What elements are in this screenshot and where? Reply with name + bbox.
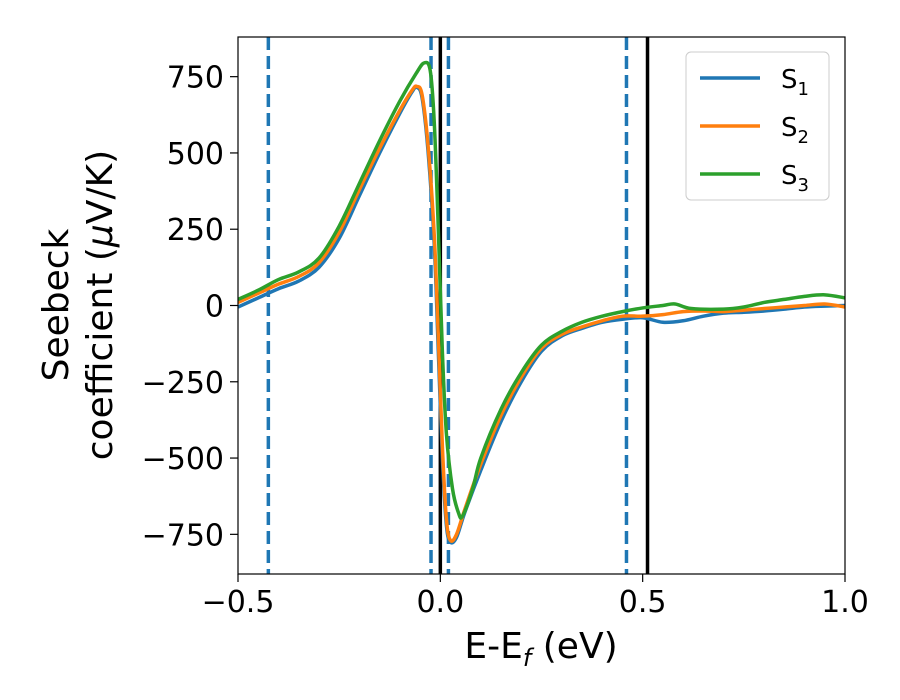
x-axis-label: E-Ef (eV) bbox=[464, 626, 617, 672]
y-tick-label: −500 bbox=[142, 442, 224, 477]
y-tick-label: −250 bbox=[142, 366, 224, 401]
legend-label-s1: S1 bbox=[781, 65, 809, 100]
x-tick-label: 0.5 bbox=[619, 585, 667, 620]
y-axis-label-line2: coefficient (μV/K) bbox=[80, 150, 121, 460]
legend-label-s2: S2 bbox=[781, 113, 809, 148]
x-axis-ticks: −0.5 0.0 0.5 1.0 bbox=[202, 574, 869, 620]
y-axis-ticks: −750 −500 −250 0 250 500 750 bbox=[142, 61, 238, 553]
y-axis-label-line1: Seebeck bbox=[36, 228, 77, 381]
y-tick-label: −750 bbox=[142, 518, 224, 553]
legend-label-s3: S3 bbox=[781, 161, 809, 196]
vertical-reference-lines bbox=[266, 37, 650, 574]
y-tick-label: 750 bbox=[167, 61, 224, 96]
x-tick-label: 0.0 bbox=[416, 585, 464, 620]
y-tick-label: 0 bbox=[205, 290, 224, 325]
legend: S1 S2 S3 bbox=[685, 51, 830, 201]
y-tick-label: 250 bbox=[167, 213, 224, 248]
y-axis-label: Seebeck coefficient (μV/K) bbox=[36, 150, 121, 460]
series-line-s3 bbox=[238, 60, 845, 520]
x-tick-label: −0.5 bbox=[202, 585, 275, 620]
series-lines bbox=[238, 60, 845, 545]
series-line-s2 bbox=[238, 84, 845, 543]
y-tick-label: 500 bbox=[167, 137, 224, 172]
x-tick-label: 1.0 bbox=[821, 585, 869, 620]
